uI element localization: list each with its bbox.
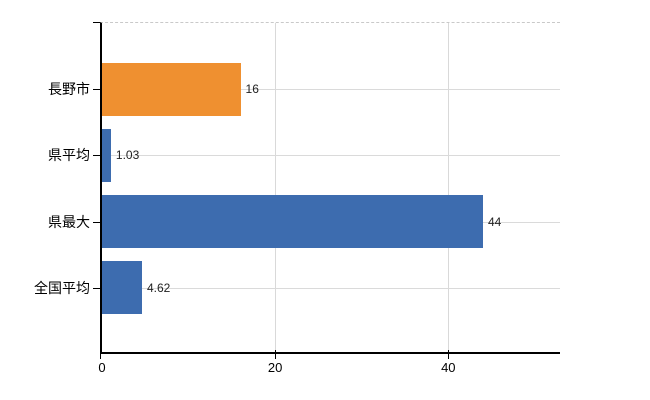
x-axis-tick	[100, 350, 101, 359]
x-axis-tick	[448, 350, 450, 359]
bar	[102, 62, 241, 116]
plot-area: 0 20 40 長野市 16 県平均 1.03 県最大 44 全国平均 4.62	[34, 22, 560, 375]
bar	[102, 195, 483, 249]
x-axis-tick	[275, 350, 277, 359]
x-tick-label: 40	[441, 360, 456, 375]
category-gridline	[102, 287, 560, 289]
bar	[102, 261, 142, 315]
category-label: 全国平均	[34, 279, 90, 296]
bar-value-label: 44	[487, 214, 502, 229]
bar-value-label: 16	[245, 82, 259, 97]
y-axis-top-tick	[93, 22, 100, 23]
x-gridline	[448, 23, 450, 352]
category-label: 長野市	[48, 81, 90, 98]
x-tick-label: 0	[98, 360, 106, 375]
bar-value-label: 4.62	[146, 280, 171, 295]
y-axis-tick	[93, 221, 100, 223]
category-gridline	[102, 89, 560, 91]
bar-value-label: 1.03	[115, 148, 140, 163]
x-gridline	[275, 23, 277, 352]
y-axis-tick	[93, 89, 100, 91]
y-axis-tick	[93, 155, 100, 157]
category-label: 県最大	[48, 213, 90, 230]
x-tick-label: 20	[267, 360, 283, 375]
bar	[102, 128, 111, 182]
y-axis-tick	[93, 287, 100, 289]
category-label: 県平均	[48, 147, 90, 164]
category-gridline	[102, 155, 560, 157]
